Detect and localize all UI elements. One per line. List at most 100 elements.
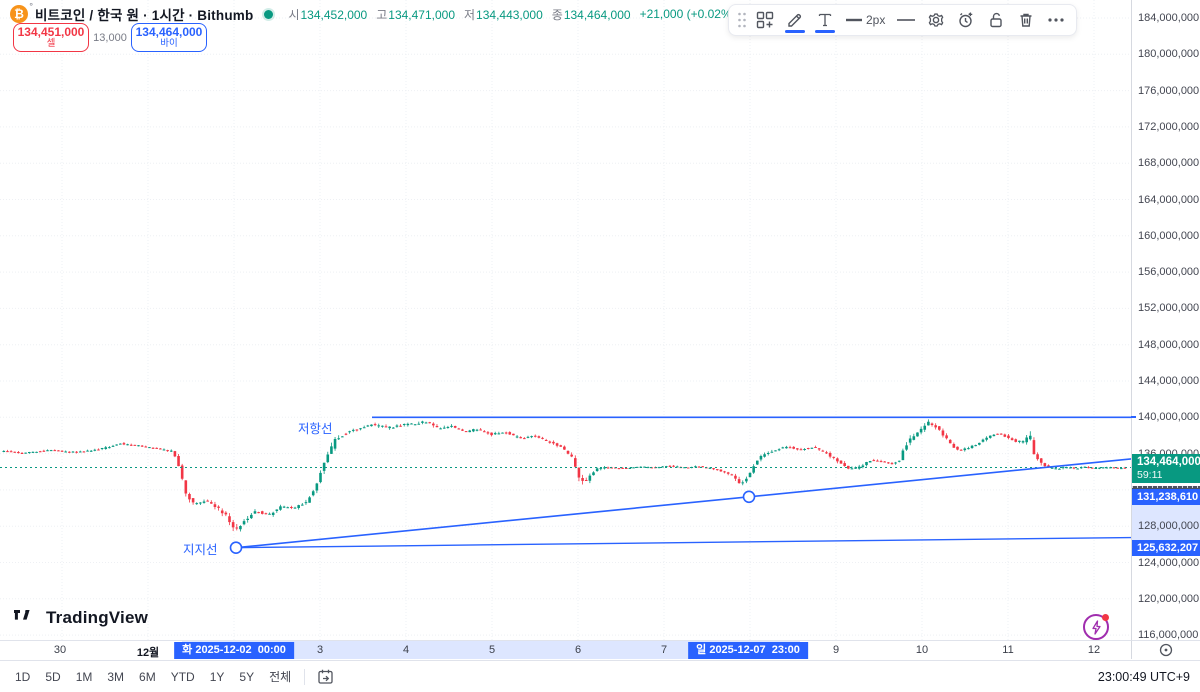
time-tick: 4 xyxy=(402,644,410,656)
price-tick: 180,000,000 xyxy=(1138,48,1200,61)
price-tick: 160,000,000 xyxy=(1138,229,1200,242)
price-axis[interactable]: 184,000,000 180,000,000 176,000,000 172,000… xyxy=(1131,0,1200,642)
price-tick: 176,000,000 xyxy=(1138,84,1200,97)
more-options-icon[interactable] xyxy=(1042,6,1070,34)
range-button-5y[interactable]: 5Y xyxy=(239,669,255,684)
time-tick: 11 xyxy=(1002,644,1014,656)
axis-settings-icon[interactable] xyxy=(1158,642,1174,658)
calendar-icon xyxy=(318,669,333,684)
buy-button[interactable]: 134,464,000 바이 xyxy=(131,23,207,52)
text-color-swatch xyxy=(815,30,835,33)
drawing-anchor-handle[interactable] xyxy=(742,490,756,504)
range-buttons: 1D 5D 1M 3M 6M YTD 1Y 5Y 전체 xyxy=(10,665,301,688)
price-tick: 164,000,000 xyxy=(1138,193,1200,206)
range-button-ytd[interactable]: YTD xyxy=(170,669,195,684)
line-color-pencil-icon[interactable] xyxy=(781,6,809,34)
tradingview-logo-icon xyxy=(14,610,30,620)
sell-price: 134,451,000 xyxy=(17,25,85,40)
tradingview-logo-text: TradingView xyxy=(46,608,149,627)
range-button-1m[interactable]: 1M xyxy=(75,669,93,684)
price-tick: 140,000,000 xyxy=(1138,411,1200,424)
tradingview-logo[interactable]: TradingView xyxy=(14,608,148,628)
bitcoin-glyph: ₿ xyxy=(14,7,24,21)
sell-label: 셀 xyxy=(46,37,56,49)
coin-badge-icon: ° xyxy=(29,1,33,11)
toolbar-drag-handle-icon[interactable] xyxy=(735,6,749,34)
current-price-value: 134,464,000 xyxy=(1137,455,1200,468)
range-button-5d[interactable]: 5D xyxy=(45,669,61,684)
line-style-select[interactable] xyxy=(892,6,920,34)
delete-icon[interactable] xyxy=(1012,6,1040,34)
lock-icon[interactable] xyxy=(982,6,1010,34)
time-axis[interactable]: 30 12월 3 4 5 6 7 9 10 11 12 화 2025-12-02 00:00 일 202… xyxy=(0,640,1131,659)
symbol-title[interactable]: 비트코인 / 한국 원 · 1시간 · Bithumb xyxy=(35,8,254,23)
trade-panel: 134,451,000 셀 13,000 134,464,000 바이 xyxy=(13,23,207,52)
price-tick: 128,000,000 xyxy=(1138,520,1200,533)
hidden-price-label xyxy=(1132,486,1200,491)
range-button-1y[interactable]: 1Y xyxy=(209,669,225,684)
time-tick: 3 xyxy=(316,644,324,656)
price-tick: 172,000,000 xyxy=(1138,120,1200,133)
range-button-전체[interactable]: 전체 xyxy=(269,670,292,684)
close-value: 134,464,000 xyxy=(563,7,631,22)
session-clock[interactable]: 23:00:49 UTC+9 xyxy=(1097,669,1190,684)
ohlc-values: 시134,452,000 고134,471,000 저134,443,000 종… xyxy=(288,6,630,23)
grid xyxy=(0,0,1131,640)
market-open-dot[interactable] xyxy=(264,9,274,19)
support-line[interactable] xyxy=(235,536,1131,549)
time-tick: 5 xyxy=(488,644,496,656)
boost-button[interactable] xyxy=(1083,614,1109,640)
low-key: 저 xyxy=(464,7,476,22)
settings-icon[interactable] xyxy=(922,6,950,34)
price-tick: 168,000,000 xyxy=(1138,157,1200,170)
line-width-select[interactable]: 2px xyxy=(841,6,890,34)
pencil-color-swatch xyxy=(785,30,805,33)
drawing-anchor-price-label: 125,632,207 xyxy=(1132,539,1200,556)
price-tick: 116,000,000 xyxy=(1138,629,1199,642)
spread-value: 13,000 xyxy=(93,31,127,44)
current-price-label: 134,464,000 59:11 xyxy=(1132,453,1200,483)
open-key: 시 xyxy=(288,7,300,22)
time-tick: 10 xyxy=(915,644,929,656)
drawing-anchor-handle[interactable] xyxy=(229,541,243,554)
bitcoin-icon: ₿ ° xyxy=(10,1,33,23)
go-to-date-button[interactable] xyxy=(313,665,337,689)
footer-divider xyxy=(304,668,306,685)
price-tick: 144,000,000 xyxy=(1138,375,1200,387)
time-selection-band xyxy=(182,641,800,659)
open-value: 134,452,000 xyxy=(300,7,368,22)
support-label: 지지선 xyxy=(183,543,218,557)
range-button-1d[interactable]: 1D xyxy=(15,669,31,684)
bar-countdown: 59:11 xyxy=(1137,468,1163,481)
time-tick: 9 xyxy=(832,644,840,656)
price-tick: 156,000,000 xyxy=(1138,266,1200,279)
alert-add-icon[interactable] xyxy=(952,6,980,34)
time-tick: 30 xyxy=(53,644,67,656)
template-add-icon[interactable] xyxy=(751,6,779,34)
time-tick: 12월 xyxy=(136,647,160,659)
price-tick: 148,000,000 xyxy=(1138,338,1200,351)
trend-ray[interactable] xyxy=(235,458,1131,549)
lightning-icon xyxy=(1091,619,1101,635)
sell-button[interactable]: 134,451,000 셀 xyxy=(13,23,89,52)
buy-label: 바이 xyxy=(160,37,178,49)
resistance-axis-tick xyxy=(1131,416,1136,419)
price-tick: 184,000,000 xyxy=(1138,12,1200,24)
price-tick: 120,000,000 xyxy=(1138,592,1200,605)
axis-corner xyxy=(1131,640,1200,659)
price-change: +21,000 (+0.02%) xyxy=(639,7,736,21)
text-color-icon[interactable] xyxy=(811,6,839,34)
symbol-header: ₿ ° 비트코인 / 한국 원 · 1시간 · Bithumb 시134,452… xyxy=(10,1,736,24)
range-button-6m[interactable]: 6M xyxy=(139,669,156,684)
time-tick: 6 xyxy=(574,644,582,656)
range-button-3m[interactable]: 3M xyxy=(107,669,125,684)
price-tick: 124,000,000 xyxy=(1138,556,1200,569)
time-tick: 7 xyxy=(660,644,668,656)
notification-dot xyxy=(1102,614,1109,621)
drawing-anchor-time-label: 화 2025-12-02 00:00 xyxy=(174,642,294,659)
bottom-toolbar: 1D 5D 1M 3M 6M YTD 1Y 5Y 전체 23:00:49 UTC+9 xyxy=(0,660,1200,692)
high-value: 134,471,000 xyxy=(388,7,455,22)
